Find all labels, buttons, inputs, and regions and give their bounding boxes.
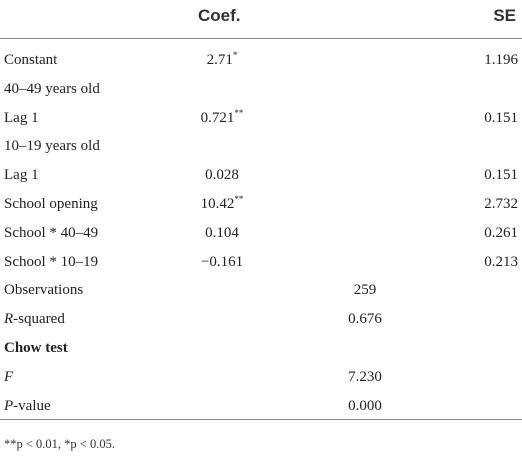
coef-cell: −0.161 — [200, 253, 244, 270]
row-label: School * 40–49 — [4, 224, 99, 241]
table-row: F 7.230 — [0, 365, 522, 393]
table-row: School opening 10.42** 2.732 — [0, 192, 522, 220]
row-label-rest: -value — [13, 397, 51, 414]
significance-marker: * — [232, 50, 238, 60]
stat-cell: 7.230 — [348, 368, 382, 385]
row-label: Lag 1 — [4, 109, 39, 126]
table-row: P-value 0.000 — [0, 394, 522, 422]
row-label: Observations — [4, 282, 84, 299]
table-row: School * 40–49 0.104 0.261 — [0, 221, 522, 249]
coef-cell: 2.71* — [206, 50, 238, 69]
se-header: SE — [493, 6, 516, 25]
row-label-italic: R — [4, 311, 14, 328]
row-label-italic: P — [4, 397, 14, 414]
stat-cell: 0.000 — [348, 397, 382, 414]
row-label: Lag 1 — [4, 167, 39, 184]
row-label: R-squared — [4, 311, 65, 328]
row-label: School * 10–19 — [4, 253, 99, 270]
table-row: Observations 259 — [0, 278, 522, 306]
coef-cell: 0.104 — [205, 224, 239, 241]
header-rule — [0, 38, 522, 39]
table-row: Lag 1 0.721** 0.151 — [0, 106, 522, 134]
row-label-italic: F — [4, 368, 14, 385]
se-cell: 0.151 — [484, 167, 518, 184]
se-cell: 2.732 — [484, 196, 518, 212]
table-header: Coef. SE — [0, 0, 522, 38]
stat-cell: 0.676 — [348, 311, 382, 328]
table-bottom-rule — [0, 419, 522, 420]
coef-cell: 0.721** — [200, 107, 244, 126]
significance-marker: ** — [234, 194, 244, 204]
row-label: P-value — [4, 398, 51, 415]
row-label: Constant — [4, 52, 58, 68]
row-label: 40–49 years old — [4, 80, 100, 97]
table-row: 40–49 years old — [0, 77, 522, 105]
se-cell: 0.261 — [484, 224, 518, 241]
row-label: 10–19 years old — [4, 138, 100, 155]
footnote: **p < 0.01, *p < 0.05. — [4, 437, 115, 451]
coef-cell: 0.028 — [205, 167, 239, 184]
table-row: Lag 1 0.028 0.151 — [0, 163, 522, 191]
row-label: School opening — [4, 196, 98, 212]
se-cell: 1.196 — [484, 52, 518, 68]
se-cell: 0.213 — [484, 253, 518, 270]
table-row: Constant 2.71* 1.196 — [0, 48, 522, 76]
row-label-rest: -squared — [13, 311, 65, 328]
table-row: Chow test — [0, 336, 522, 364]
table-row: School * 10–19 −0.161 0.213 — [0, 250, 522, 278]
row-label: Chow test — [4, 340, 68, 356]
se-cell: 0.151 — [484, 109, 518, 126]
significance-marker: ** — [234, 107, 244, 118]
coef-header: Coef. — [198, 6, 241, 25]
table-row: R-squared 0.676 — [0, 307, 522, 335]
coef-cell: 10.42** — [200, 194, 244, 213]
stat-cell: 259 — [353, 282, 377, 299]
row-label: F — [4, 369, 13, 386]
table-row: 10–19 years old — [0, 134, 522, 162]
